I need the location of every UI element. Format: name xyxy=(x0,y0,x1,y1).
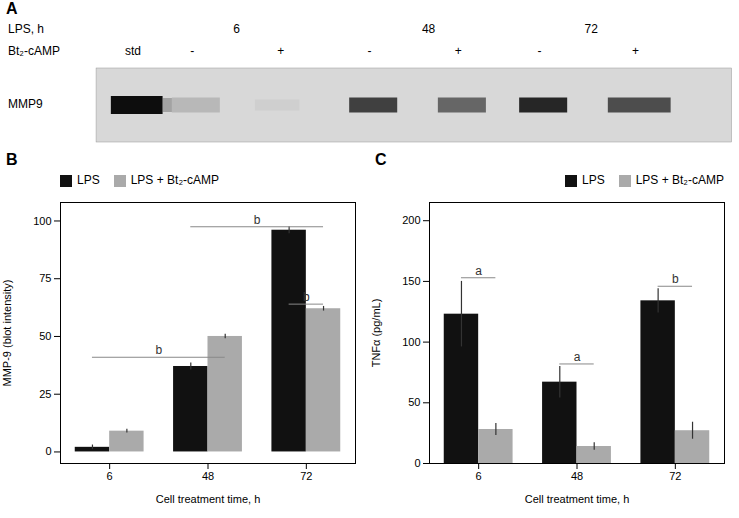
svg-text:0: 0 xyxy=(414,457,420,469)
svg-text:-: - xyxy=(537,44,541,58)
svg-text:72: 72 xyxy=(585,22,599,36)
html-text:LPS + Bt₂-cAMP: LPS + Bt₂-cAMP xyxy=(130,173,219,187)
svg-text:TNFα (pg/mL): TNFα (pg/mL) xyxy=(370,299,382,368)
svg-text:+: + xyxy=(455,44,462,58)
svg-text:72: 72 xyxy=(300,470,312,482)
html-text:C: C xyxy=(375,151,387,168)
svg-text:LPS, h: LPS, h xyxy=(8,22,44,36)
svg-text:Cell treatment time, h: Cell treatment time, h xyxy=(525,493,630,505)
svg-text:+: + xyxy=(632,44,639,58)
svg-text:150: 150 xyxy=(402,275,420,287)
svg-text:-: - xyxy=(190,44,194,58)
svg-text:100: 100 xyxy=(33,214,51,226)
svg-text:-: - xyxy=(368,44,372,58)
svg-text:75: 75 xyxy=(39,272,51,284)
svg-text:100: 100 xyxy=(402,336,420,348)
svg-text:a: a xyxy=(475,264,482,278)
svg-text:6: 6 xyxy=(107,470,113,482)
svg-text:b: b xyxy=(303,290,310,304)
svg-text:b: b xyxy=(155,343,162,357)
svg-text:50: 50 xyxy=(408,396,420,408)
svg-text:std: std xyxy=(125,44,141,58)
svg-text:Bt₂-cAMP: Bt₂-cAMP xyxy=(8,44,60,58)
svg-text:b: b xyxy=(672,272,679,286)
svg-text:b: b xyxy=(254,213,261,227)
svg-text:0: 0 xyxy=(45,445,51,457)
svg-text:+: + xyxy=(277,44,284,58)
svg-text:48: 48 xyxy=(422,22,436,36)
svg-text:A: A xyxy=(6,0,18,17)
svg-text:48: 48 xyxy=(571,470,583,482)
svg-text:48: 48 xyxy=(202,470,214,482)
svg-text:a: a xyxy=(574,350,581,364)
svg-text:25: 25 xyxy=(39,388,51,400)
html-text:LPS + Bt₂-cAMP: LPS + Bt₂-cAMP xyxy=(635,173,724,187)
html-text:LPS: LPS xyxy=(77,173,100,187)
svg-text:MMP-9 (blot intensity): MMP-9 (blot intensity) xyxy=(1,280,13,387)
svg-text:50: 50 xyxy=(39,330,51,342)
svg-text:MMP9: MMP9 xyxy=(8,97,43,111)
svg-text:72: 72 xyxy=(669,470,681,482)
svg-text:200: 200 xyxy=(402,214,420,226)
svg-text:6: 6 xyxy=(476,470,482,482)
svg-text:6: 6 xyxy=(233,22,240,36)
svg-text:Cell treatment time, h: Cell treatment time, h xyxy=(156,493,261,505)
html-text:LPS: LPS xyxy=(582,173,605,187)
html-text:B: B xyxy=(6,151,18,168)
